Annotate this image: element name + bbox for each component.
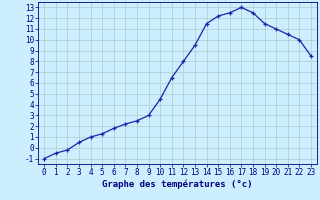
X-axis label: Graphe des températures (°c): Graphe des températures (°c) [102,180,253,189]
